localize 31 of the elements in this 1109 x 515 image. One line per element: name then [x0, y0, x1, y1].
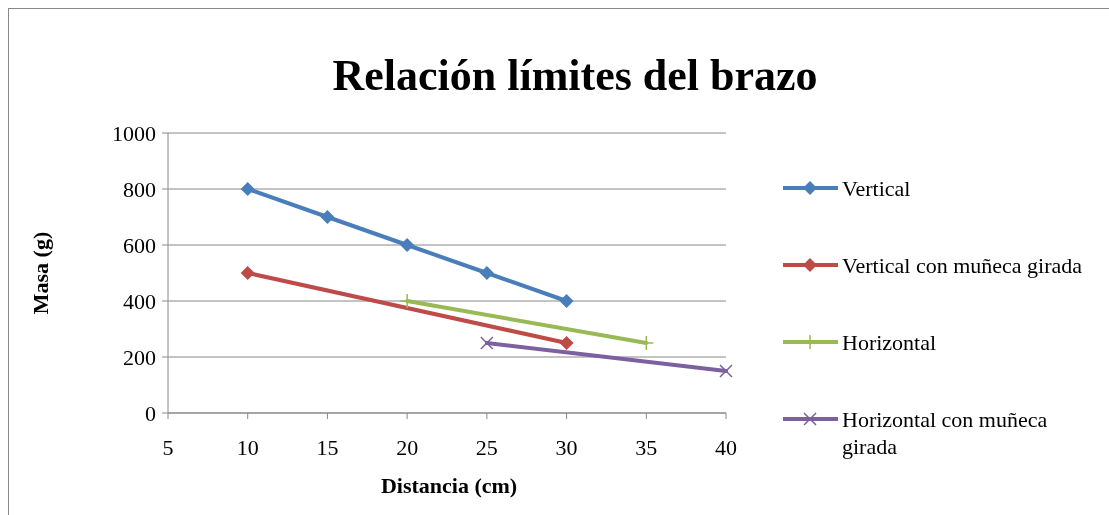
point [240, 266, 255, 280]
y-tick-label: 0 [145, 400, 156, 426]
legend-label: Vertical con muñeca girada [842, 252, 1083, 278]
x-tick-label: 10 [236, 435, 259, 460]
point [240, 182, 255, 196]
point [719, 364, 733, 378]
y-tick-label: 400 [123, 288, 156, 314]
legend-label: Horizontal [842, 329, 937, 355]
x-tick-label: 25 [475, 435, 498, 460]
legend-label: Vertical [842, 175, 911, 201]
point [480, 336, 494, 350]
x-tick-label: 5 [162, 435, 174, 460]
point [479, 266, 494, 280]
x-tick-label: 40 [715, 435, 737, 460]
x-tick-label: 15 [316, 435, 339, 460]
y-tick-label: 1000 [112, 120, 156, 146]
x-tick-label: 20 [396, 435, 419, 460]
x-tick-label: 30 [555, 435, 578, 460]
point [400, 238, 415, 252]
y-axis-title: Masa (g) [28, 231, 53, 315]
y-tick-label: 600 [123, 232, 156, 258]
chart-title: Relación límites del brazo [332, 51, 818, 100]
point [320, 210, 335, 224]
x-tick-label: 35 [635, 435, 658, 460]
point [559, 294, 574, 308]
point [638, 335, 655, 351]
legend-label: Horizontal con muñeca girada [842, 406, 1048, 460]
y-tick-label: 800 [123, 176, 156, 202]
y-tick-label: 200 [123, 344, 156, 370]
point [559, 336, 574, 350]
x-axis-title: Distancia (cm) [380, 473, 518, 498]
